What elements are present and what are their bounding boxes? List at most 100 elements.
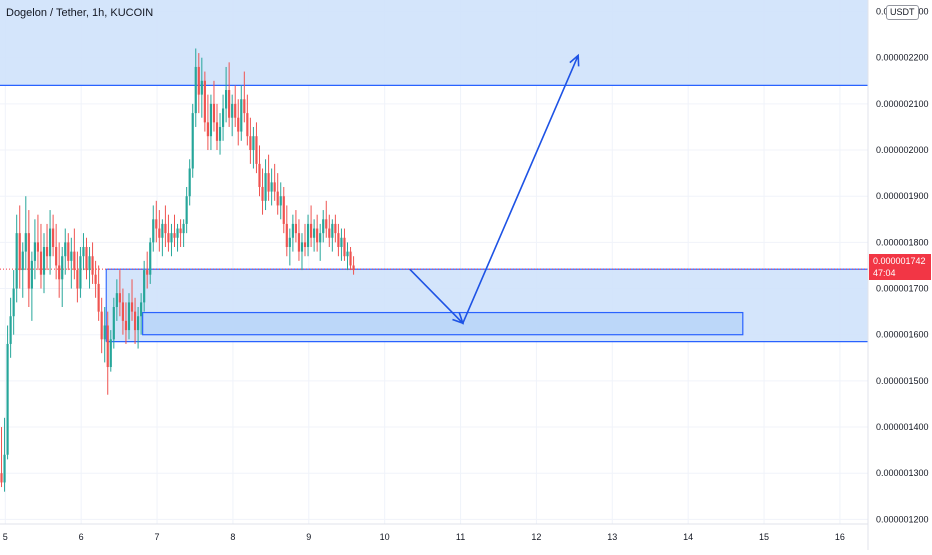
candle-body xyxy=(133,311,137,331)
candle-body xyxy=(225,90,228,109)
y-tick-label: 0.000001400 xyxy=(876,422,929,432)
candle-body xyxy=(112,307,115,340)
candle-body xyxy=(67,242,70,261)
x-tick-label: 6 xyxy=(79,532,84,542)
candle-body xyxy=(164,223,167,234)
candle-body xyxy=(316,228,319,243)
candle-body xyxy=(149,242,152,275)
candle-body xyxy=(291,223,294,238)
candle-body xyxy=(212,103,216,123)
candle-body xyxy=(249,136,252,151)
candle-body xyxy=(206,122,209,137)
x-tick-label: 5 xyxy=(3,532,8,542)
candle-body xyxy=(79,256,82,289)
candle-body xyxy=(218,126,222,141)
candle-body xyxy=(121,302,125,321)
candle-body xyxy=(282,196,285,224)
candle-body xyxy=(303,242,307,247)
projection-drawing[interactable] xyxy=(409,53,580,325)
candle-body xyxy=(288,237,291,247)
candle-body xyxy=(228,90,231,118)
arrow-head-up xyxy=(569,53,580,67)
candle-body xyxy=(152,219,155,243)
candle-body xyxy=(188,168,191,197)
x-tick-label: 12 xyxy=(531,532,541,542)
x-tick-label: 10 xyxy=(380,532,390,542)
candle-body xyxy=(346,251,349,257)
candle-body xyxy=(24,233,27,252)
candle-body xyxy=(352,265,355,271)
candle-body xyxy=(179,228,182,234)
candle-body xyxy=(297,233,301,252)
candle-body xyxy=(194,66,197,114)
y-tick-label: 0.000002000 xyxy=(876,145,929,155)
candle-body xyxy=(261,186,264,201)
candle-body xyxy=(85,246,88,271)
candle-body xyxy=(306,223,310,247)
arrow-head-down xyxy=(452,312,465,325)
candle-body xyxy=(161,223,164,238)
candle-body xyxy=(215,122,219,141)
candle-body xyxy=(270,182,273,192)
candle-body xyxy=(173,233,176,238)
y-tick-label: 0.000001600 xyxy=(876,330,929,340)
candle-body xyxy=(42,246,46,275)
candle-body xyxy=(140,302,143,317)
candle-body xyxy=(100,311,103,340)
candle-body xyxy=(94,274,97,284)
y-tick-label: 0.000001800 xyxy=(876,237,929,247)
candle-body xyxy=(158,228,161,238)
candle-body xyxy=(136,316,140,331)
candle-body xyxy=(300,242,304,252)
candle-body xyxy=(39,251,43,275)
candle-body xyxy=(15,233,18,289)
chart-title: Dogelon / Tether, 1h, KUCOIN xyxy=(6,7,154,19)
candle-body xyxy=(36,242,40,252)
candle-body xyxy=(167,233,170,243)
candle-body xyxy=(58,265,61,280)
candles xyxy=(0,48,355,492)
x-tick-label: 15 xyxy=(759,532,769,542)
candle-body xyxy=(331,223,334,238)
candle-body xyxy=(45,246,49,257)
candle-body xyxy=(197,66,200,95)
candle-body xyxy=(279,196,282,206)
candle-body xyxy=(182,223,185,234)
price-zones[interactable] xyxy=(0,0,869,343)
candle-body xyxy=(343,237,346,257)
candle-body xyxy=(61,256,64,280)
candle-body xyxy=(209,103,213,137)
candle-body xyxy=(88,256,91,271)
last-price-tag: 0.000001742 47:04 xyxy=(869,254,931,280)
y-tick-label: 0.000002100 xyxy=(876,99,929,109)
candle-body xyxy=(319,233,322,243)
currency-button[interactable]: USDT xyxy=(886,5,919,20)
candle-body xyxy=(73,251,76,271)
candle-body xyxy=(273,182,276,192)
candle-body xyxy=(185,196,188,224)
candle-body xyxy=(27,233,30,289)
candle-body xyxy=(255,136,258,164)
candle-body xyxy=(328,228,331,238)
candle-body xyxy=(334,223,337,234)
y-tick-label: 0.000001300 xyxy=(876,468,929,478)
candle-body xyxy=(267,173,270,192)
candle-body xyxy=(143,270,146,303)
candle-body xyxy=(82,246,85,257)
candle-body xyxy=(127,302,131,331)
candle-body xyxy=(258,163,261,187)
candle-body xyxy=(106,325,109,368)
candle-body xyxy=(243,99,246,114)
candle-body xyxy=(231,103,234,118)
x-tick-label: 14 xyxy=(683,532,693,542)
candle-body xyxy=(52,228,55,247)
candle-body xyxy=(325,219,328,229)
candle-body xyxy=(252,136,255,151)
x-tick-label: 13 xyxy=(607,532,617,542)
candle-body xyxy=(30,260,33,289)
candle-body xyxy=(3,454,6,483)
x-tick-label: 16 xyxy=(835,532,845,542)
candle-body xyxy=(118,293,121,303)
